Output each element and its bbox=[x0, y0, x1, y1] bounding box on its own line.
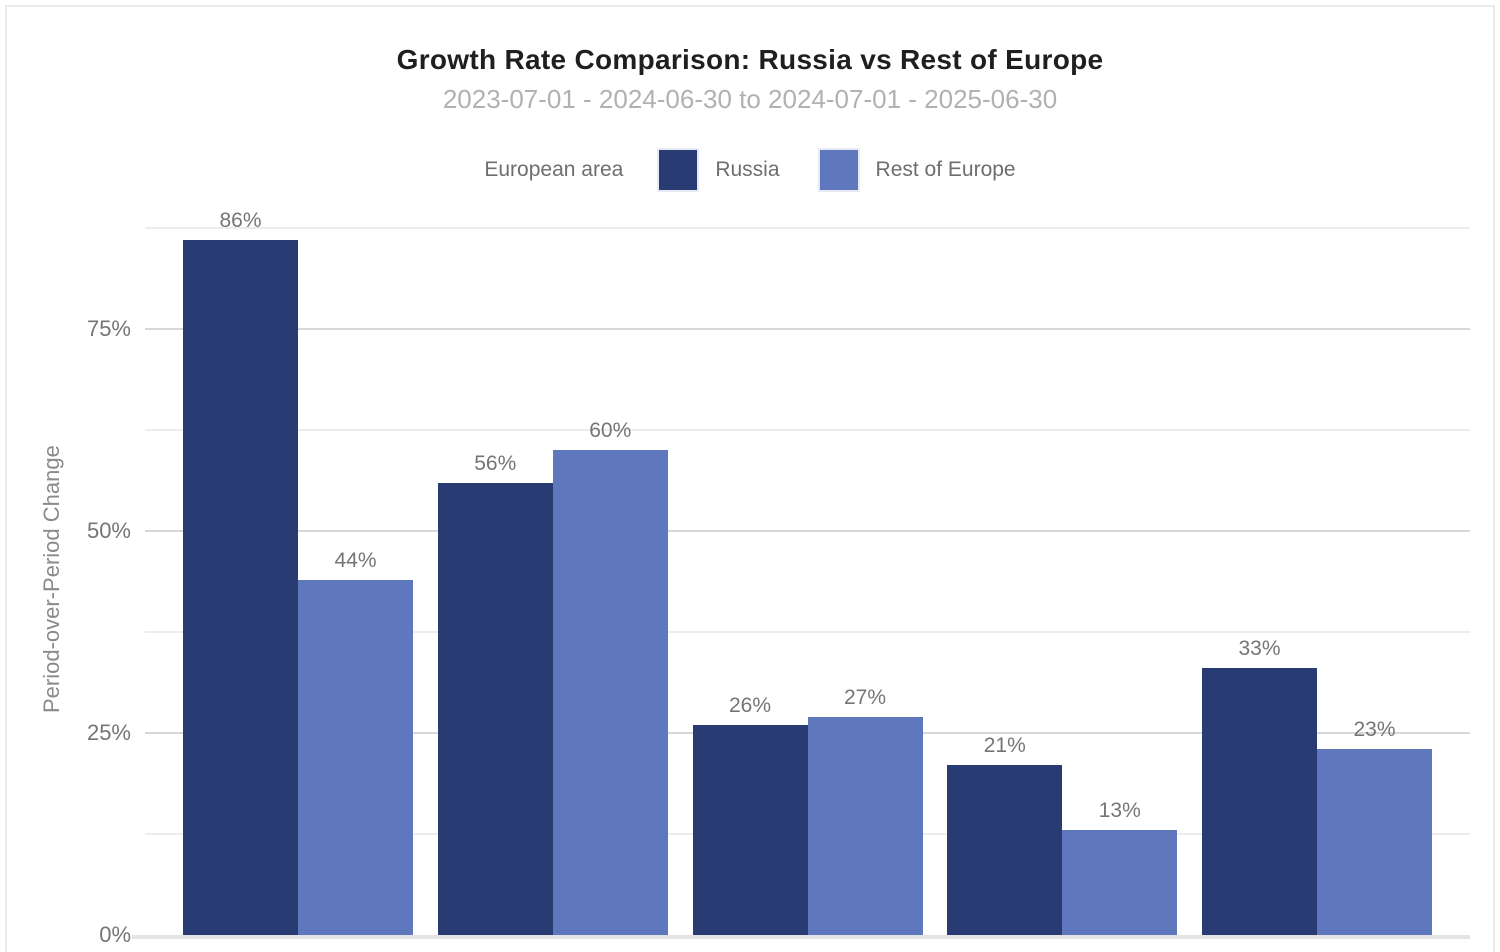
bar-rest-of-europe-group1: 44% bbox=[298, 549, 413, 935]
bar-value-label: 23% bbox=[1353, 718, 1396, 742]
gridline-minor bbox=[145, 227, 1470, 230]
bar-value-label: 60% bbox=[589, 419, 632, 443]
chart-subtitle: 2023-07-01 - 2024-06-30 to 2024-07-01 - … bbox=[442, 84, 1058, 114]
bar-value-label: 13% bbox=[1098, 798, 1141, 822]
bar-group-4: 21% 13% bbox=[947, 734, 1178, 935]
gridline-major bbox=[145, 328, 1470, 331]
y-tick-label: 50% bbox=[86, 518, 131, 544]
legend-entry-rest-of-europe: Rest of Europe bbox=[819, 150, 1016, 190]
bar-value-label: 44% bbox=[334, 548, 377, 572]
bar-value-label: 33% bbox=[1238, 637, 1281, 661]
bar-group-5: 33% 23% bbox=[1202, 637, 1432, 935]
bar-value-label: 26% bbox=[728, 693, 772, 717]
legend: European area Russia Rest of Europe bbox=[0, 150, 1500, 190]
plot-area: 0% 25% 50% 75% 86% 44% 56% 60% 26% 27% 21% 13% 33% 2… bbox=[87, 209, 1470, 947]
legend-entry-label: Rest of Europe bbox=[875, 158, 1016, 181]
bar-russia-group1: 86% bbox=[183, 209, 298, 935]
legend-entry-russia: Russia bbox=[659, 150, 780, 190]
bar-russia-group2: 56% bbox=[437, 452, 553, 935]
legend-title: European area bbox=[484, 158, 624, 181]
bar-group-1: 86% 44% bbox=[183, 209, 413, 935]
chart-title: Growth Rate Comparison: Russia vs Rest o… bbox=[396, 44, 1104, 75]
bar-rest-of-europe-group3: 27% bbox=[807, 686, 923, 935]
gridline-minor bbox=[145, 429, 1470, 432]
bar-value-label: 21% bbox=[983, 734, 1026, 758]
bar-russia-group4: 21% bbox=[947, 734, 1063, 935]
gridline-major bbox=[145, 530, 1470, 533]
x-axis-line bbox=[132, 935, 1470, 939]
bar-group-2: 56% 60% bbox=[437, 419, 668, 935]
legend-entries: Russia Rest of Europe bbox=[659, 150, 1016, 190]
bar-value-label: 56% bbox=[474, 451, 517, 475]
bars: 86% 44% 56% 60% 26% 27% 21% 13% 33% 23% bbox=[145, 209, 1470, 935]
bar-russia-group5: 33% bbox=[1202, 637, 1317, 935]
bar-group-3: 26% 27% bbox=[692, 686, 923, 935]
legend-swatch-rest-of-europe bbox=[819, 150, 858, 190]
bar-rest-of-europe-group5: 23% bbox=[1317, 718, 1432, 935]
y-tick-label: 75% bbox=[86, 316, 131, 342]
legend-swatch-russia bbox=[659, 150, 698, 190]
bar-russia-group3: 26% bbox=[692, 694, 808, 935]
y-tick-label: 0% bbox=[99, 922, 131, 947]
legend-entry-label: Russia bbox=[715, 158, 780, 181]
bar-rest-of-europe-group4: 13% bbox=[1062, 799, 1178, 935]
y-tick-label: 25% bbox=[86, 720, 131, 746]
bar-rest-of-europe-group2: 60% bbox=[552, 419, 668, 935]
bar-value-label: 27% bbox=[843, 685, 887, 709]
gridline-minor bbox=[145, 631, 1470, 634]
bar-value-label: 86% bbox=[219, 209, 262, 233]
